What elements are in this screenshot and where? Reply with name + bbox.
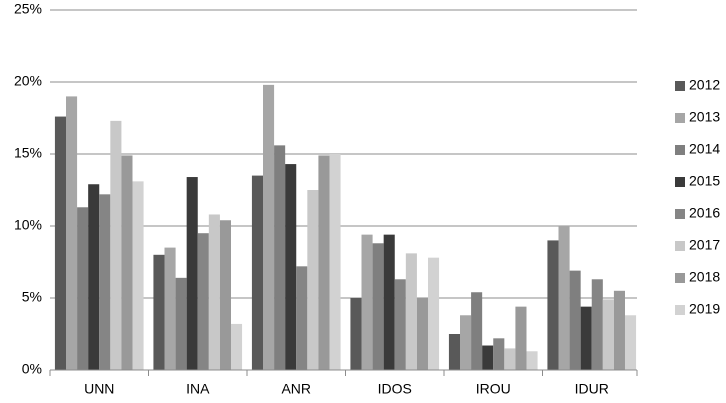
bar — [121, 155, 133, 370]
bar — [230, 323, 243, 370]
legend-label: 2014 — [689, 141, 720, 157]
bar — [197, 233, 209, 370]
bar — [66, 96, 78, 371]
bar — [99, 194, 111, 370]
legend-label: 2012 — [689, 77, 720, 93]
legend-label: 2016 — [689, 205, 720, 221]
legend-label: 2019 — [689, 301, 720, 317]
bar — [219, 220, 231, 370]
bar — [54, 116, 67, 370]
x-tick-label: INA — [186, 381, 210, 397]
bar — [526, 351, 538, 370]
y-tick-label: 0% — [22, 361, 42, 377]
legend-swatch — [675, 81, 685, 91]
bar — [504, 348, 516, 370]
bar — [460, 315, 472, 370]
y-tick-label: 20% — [14, 73, 42, 89]
y-tick-label: 25% — [14, 1, 42, 17]
bar — [307, 190, 319, 370]
bar — [580, 306, 592, 370]
bar — [350, 298, 362, 370]
bar — [591, 279, 603, 370]
y-tick-label: 15% — [14, 145, 42, 161]
bar — [208, 214, 220, 370]
legend-label: 2018 — [689, 269, 720, 285]
bar — [164, 247, 176, 370]
bar — [624, 315, 637, 370]
legend-label: 2013 — [689, 109, 720, 125]
bar — [448, 334, 461, 370]
bar — [77, 207, 89, 370]
bar — [361, 234, 373, 370]
bar — [274, 145, 286, 370]
bar — [471, 292, 483, 370]
bar — [296, 266, 308, 370]
legend-swatch — [675, 241, 685, 251]
legend-label: 2017 — [689, 237, 720, 253]
bar — [569, 270, 581, 370]
bar — [547, 240, 559, 370]
bar — [285, 164, 297, 370]
bar — [318, 155, 330, 370]
bar — [186, 177, 198, 370]
bar — [416, 298, 428, 370]
bar — [251, 175, 264, 370]
x-tick-label: ANR — [281, 381, 311, 397]
bar — [175, 277, 187, 370]
legend-swatch — [675, 113, 685, 123]
legend-swatch — [675, 177, 685, 187]
bar — [329, 154, 341, 370]
legend-swatch — [675, 145, 685, 155]
bar — [394, 279, 406, 370]
bar — [263, 84, 275, 370]
bar — [110, 120, 122, 370]
y-tick-label: 10% — [14, 217, 42, 233]
bar — [88, 184, 100, 370]
bar — [613, 290, 625, 370]
bar — [427, 257, 440, 370]
bar — [602, 299, 614, 370]
bar — [493, 338, 505, 370]
x-tick-label: IROU — [476, 381, 511, 397]
x-tick-label: UNN — [84, 381, 114, 397]
bar — [153, 254, 165, 370]
bar — [515, 306, 527, 370]
bar — [482, 345, 494, 370]
y-tick-label: 5% — [22, 289, 42, 305]
legend-swatch — [675, 273, 685, 283]
bar — [372, 243, 384, 370]
bar — [383, 234, 395, 370]
bar — [405, 253, 417, 370]
x-tick-label: IDUR — [575, 381, 609, 397]
legend-swatch — [675, 305, 685, 315]
bar — [558, 226, 570, 370]
x-tick-label: IDOS — [378, 381, 412, 397]
legend-label: 2015 — [689, 173, 720, 189]
bar — [132, 181, 144, 370]
legend-swatch — [675, 209, 685, 219]
